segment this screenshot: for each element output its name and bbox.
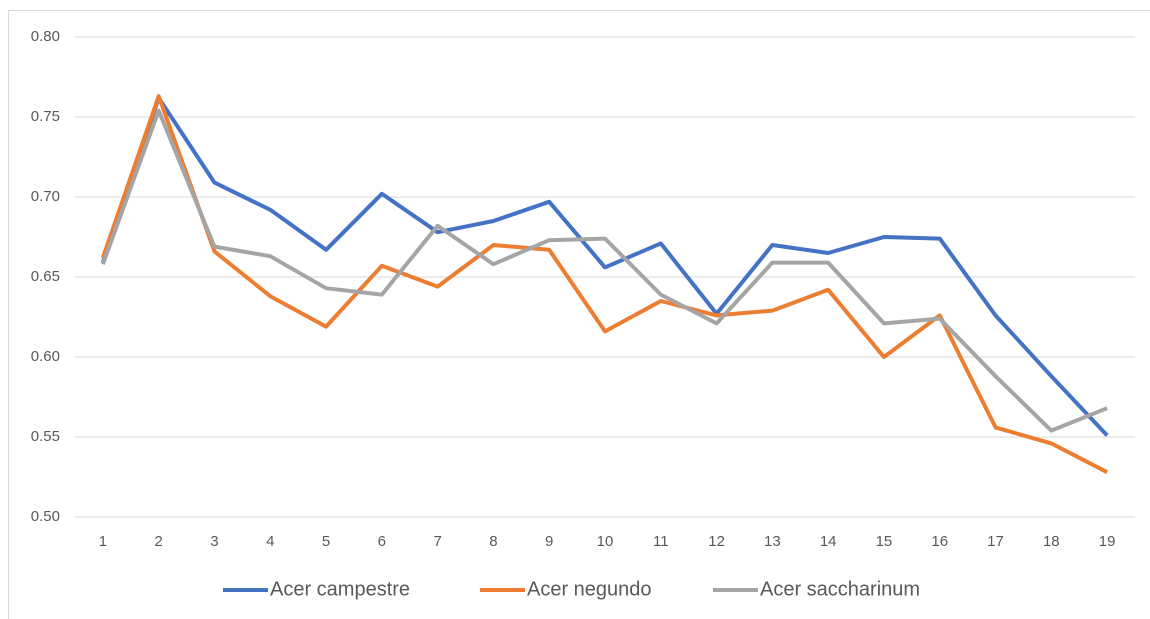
legend-label: Acer saccharinum [760,578,920,600]
x-tick-label: 13 [764,533,781,550]
y-tick-label: 0.65 [31,268,60,285]
x-tick-label: 17 [987,533,1004,550]
x-tick-label: 2 [155,533,163,550]
x-tick-label: 3 [210,533,218,550]
x-tick-label: 14 [820,533,837,550]
x-tick-label: 15 [876,533,893,550]
y-tick-label: 0.60 [31,348,60,365]
y-tick-label: 0.75 [31,108,60,125]
x-tick-label: 10 [597,533,614,550]
x-tick-label: 5 [322,533,330,550]
y-tick-label: 0.55 [31,428,60,445]
x-tick-label: 6 [378,533,386,550]
x-tick-label: 7 [433,533,441,550]
legend-label: Acer campestre [270,578,410,600]
y-tick-label: 0.80 [31,28,60,45]
x-tick-label: 18 [1043,533,1060,550]
y-tick-label: 0.50 [31,508,60,525]
x-tick-label: 8 [489,533,497,550]
x-tick-label: 16 [931,533,948,550]
series-line [101,108,1108,433]
series-line [101,95,1109,437]
legend-label: Acer negundo [527,578,652,600]
x-tick-label: 9 [545,533,553,550]
y-tick-label: 0.70 [31,188,60,205]
x-tick-label: 4 [266,533,274,550]
chart-border [8,10,1150,619]
x-tick-label: 12 [708,533,725,550]
series-line [101,94,1109,474]
x-tick-label: 11 [653,533,669,550]
x-tick-label: 19 [1099,533,1116,550]
x-tick-label: 1 [99,533,107,550]
